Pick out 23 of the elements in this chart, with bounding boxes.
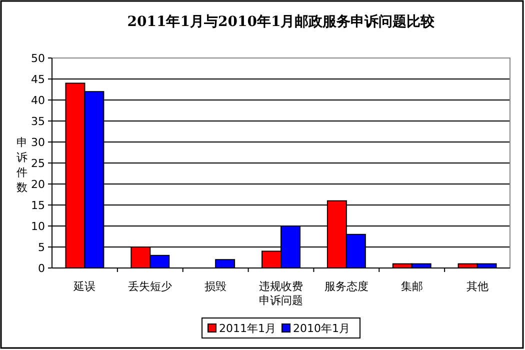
x-tick-label: 服务态度: [324, 280, 368, 293]
y-tick-label: 20: [31, 178, 45, 191]
y-tick-label: 15: [31, 199, 45, 212]
y-tick-label: 40: [31, 94, 45, 107]
y-tick-label: 25: [31, 157, 45, 170]
x-tick-label: 延误: [72, 280, 96, 293]
y-tick-label: 45: [31, 73, 45, 86]
y-axis-title: 申诉件数: [16, 136, 28, 194]
x-tick-label: 集邮: [400, 280, 423, 293]
y-tick-label: 0: [38, 262, 45, 275]
y-tick-label: 5: [38, 241, 45, 254]
y-tick-label: 10: [31, 220, 45, 233]
legend-label: 2010年1月: [293, 322, 350, 335]
x-tick-label: 丢失短少: [128, 280, 172, 293]
legend-label: 2011年1月: [219, 322, 276, 335]
y-tick-label: 30: [31, 136, 45, 149]
x-axis-title: 申诉问题: [259, 294, 303, 307]
chart-title: 2011年1月与2010年1月邮政服务申诉问题比较: [127, 14, 436, 30]
x-tick-label: 损毁: [204, 280, 227, 293]
y-tick-label: 35: [31, 115, 45, 128]
y-tick-label: 50: [31, 52, 45, 65]
x-tick-label: 其他: [466, 280, 488, 293]
x-tick-label: 违规收费: [259, 280, 303, 293]
